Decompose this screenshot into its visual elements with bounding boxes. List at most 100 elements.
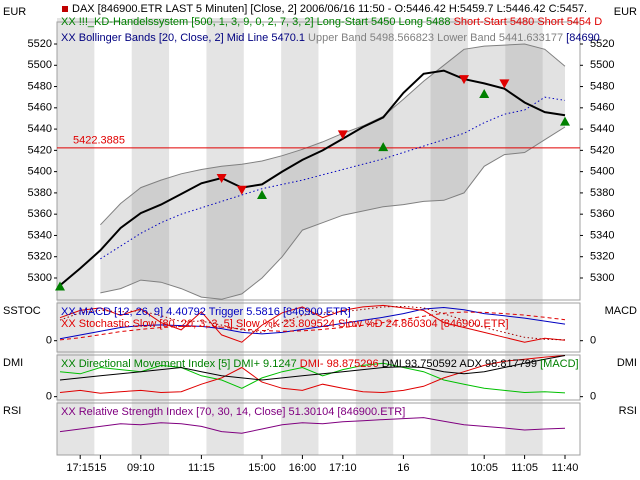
signal-marker	[337, 130, 348, 140]
legend-line: XX Stochastic Slow [80, 20, 3, 3, 5] Slo…	[61, 318, 509, 330]
legend-text: XX Relative Strength Index [70, 30, 14, …	[61, 406, 405, 418]
stripe	[355, 18, 394, 455]
panel-label-left: SSTOC	[3, 305, 41, 317]
y-tick-label-right: 5460	[590, 102, 614, 114]
y-tick-label-right: 5420	[590, 144, 614, 156]
x-tick-label: 11:15	[188, 462, 215, 474]
y-tick-label: 5300	[28, 272, 52, 284]
legend-line: XX !!!_KD-Handelssystem [500, 1, 3, 9, 0…	[61, 16, 602, 28]
legend-text: [84690	[566, 32, 600, 44]
chart-title: DAX [846900.ETR LAST 5 Minuten] [Close, …	[72, 3, 587, 15]
y-tick-label-right: 5340	[590, 229, 614, 241]
y-tick-label: 5520	[28, 38, 52, 50]
legend-line: XX Directional Movement Index [5] DMI+ 9…	[61, 358, 579, 370]
y-tick-label: 5320	[28, 251, 52, 263]
series-line	[59, 362, 566, 394]
x-tick-label: 11:05	[511, 462, 538, 474]
legend-text: XX !!!_KD-Handelssystem [500, 1, 3, 9, 0…	[61, 16, 454, 28]
x-tick-label: 10:05	[470, 462, 498, 474]
stripe	[206, 18, 244, 455]
panel-label-left: RSI	[3, 405, 21, 417]
y-tick-label: 5360	[28, 208, 52, 220]
y-tick-label: 0	[46, 391, 52, 403]
x-tick-label: 11:40	[552, 462, 579, 474]
reference-label: 5422.3885	[73, 135, 125, 147]
legend-text: [MACD]	[540, 358, 579, 370]
legend-text: XX Stochastic Slow [80, 20, 3, 3, 5] Slo…	[61, 318, 509, 330]
y-tick-label-right: 5380	[590, 187, 614, 199]
y-tick-label: 5500	[28, 59, 52, 71]
legend-line: XX MACD [12, 26, 9] 4.40792 Trigger 5.58…	[61, 306, 351, 318]
legend-line: XX Bollinger Bands [20, Close, 2] Mid Li…	[61, 32, 600, 44]
legend-text: XX MACD [12, 26, 9] 4.40792 Trigger 5.58…	[61, 306, 351, 318]
panel-label-right: RSI	[619, 405, 637, 417]
legend-text: DMI 93.750592 ADX 98.817799	[382, 358, 540, 370]
y-tick-label-right: 0	[590, 335, 596, 347]
y-tick-label-right: 5300	[590, 272, 614, 284]
panel-label-left: EUR	[3, 6, 26, 18]
x-tick-label: 16:00	[289, 462, 317, 474]
series-line	[59, 355, 566, 381]
legend-text: XX Bollinger Bands [20, Close, 2] Mid Li…	[61, 32, 308, 44]
signal-marker	[216, 174, 227, 184]
x-tick-label: 15:00	[248, 462, 276, 474]
series-line	[59, 305, 566, 341]
upper-band	[100, 43, 566, 226]
stripe	[131, 18, 170, 455]
series-line	[59, 311, 566, 341]
x-tick-label: 17:15	[66, 462, 94, 474]
x-tick-label: 15	[94, 462, 106, 474]
y-tick-label: 5420	[28, 144, 52, 156]
x-tick-label: 17:10	[329, 462, 357, 474]
stripe	[505, 18, 543, 455]
panel-label-left: DMI	[3, 357, 23, 369]
y-tick-label: 5480	[28, 80, 52, 92]
y-tick-label-right: 5360	[590, 208, 614, 220]
series-line	[100, 96, 566, 260]
signal-marker	[560, 116, 570, 126]
legend-text: XX Directional Movement Index [5] DMI+ 9…	[61, 358, 300, 370]
stripe	[281, 18, 319, 455]
series-line	[59, 69, 566, 287]
band-fill	[100, 44, 566, 300]
signal-marker	[55, 281, 65, 291]
y-tick-label: 5400	[28, 166, 52, 178]
signal-marker	[459, 75, 469, 85]
stripe	[430, 18, 468, 455]
stripe	[57, 18, 95, 455]
legend-text: Short-Start 5480 Short 5454 D	[454, 16, 603, 28]
series-line	[59, 355, 566, 394]
y-tick-label-right: 0	[590, 391, 596, 403]
panel-label-right: EUR	[614, 6, 637, 18]
panel-label-right: DMI	[617, 357, 637, 369]
signal-marker	[378, 142, 389, 152]
legend-text: DMI- 98.875296	[300, 358, 382, 370]
signal-marker	[479, 88, 490, 98]
signal-marker	[257, 190, 267, 200]
y-tick-label-right: 5500	[590, 59, 614, 71]
y-tick-label: 5440	[28, 123, 52, 135]
panel-frame	[56, 21, 581, 301]
panel-frame	[56, 402, 581, 456]
panel-frame	[56, 302, 581, 353]
background-stripes	[57, 18, 543, 455]
y-tick-label-right: 5440	[590, 123, 614, 135]
y-tick-label: 5460	[28, 102, 52, 114]
series-line	[59, 304, 566, 343]
y-tick-label: 5380	[28, 187, 52, 199]
legend-line: XX Relative Strength Index [70, 30, 14, …	[61, 406, 405, 418]
y-tick-label: 0	[46, 335, 52, 347]
series-line	[59, 417, 566, 434]
y-tick-label-right: 5480	[590, 80, 614, 92]
legend-text: Upper Band 5498.566823 Lower Band 5441.6…	[308, 32, 566, 44]
signal-marker	[499, 79, 510, 89]
y-tick-label-right: 5400	[590, 166, 614, 178]
panel-frame	[56, 354, 581, 401]
x-tick-label: 16	[397, 462, 409, 474]
lower-band	[100, 126, 566, 300]
signal-marker	[236, 185, 247, 195]
y-tick-label-right: 5320	[590, 251, 614, 263]
series-line	[59, 306, 566, 340]
y-tick-label-right: 5520	[590, 38, 614, 50]
